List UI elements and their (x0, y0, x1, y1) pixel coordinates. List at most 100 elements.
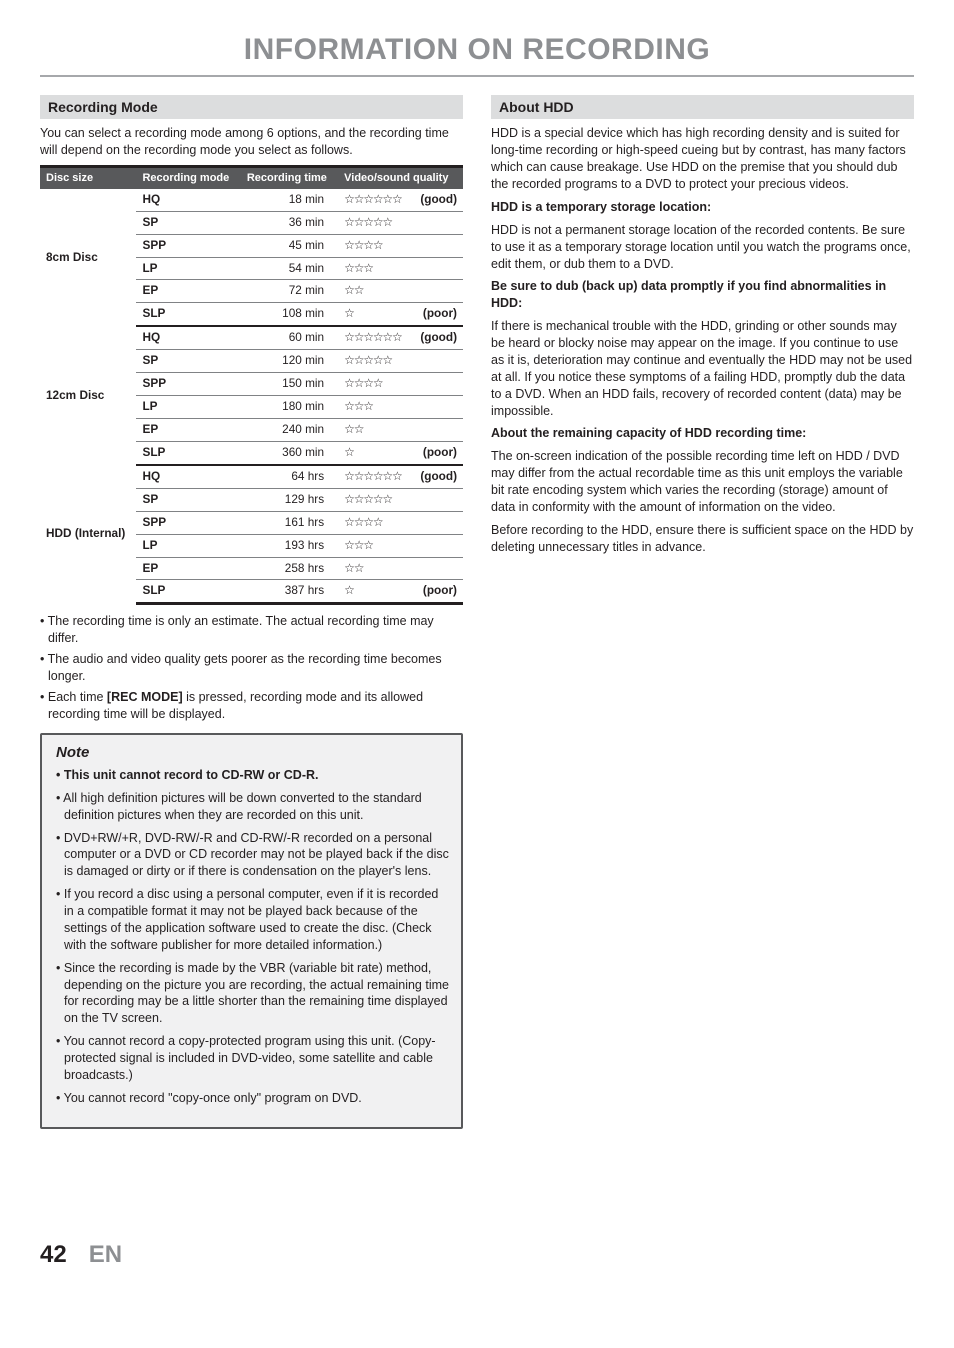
time-cell: 72 min (241, 280, 338, 303)
hdd-para-2: HDD is not a permanent storage location … (491, 222, 914, 273)
note-title: Note (56, 743, 449, 763)
quality-stars: ☆☆☆☆☆ (338, 211, 411, 234)
time-cell: 120 min (241, 350, 338, 373)
quality-stars: ☆☆☆ (338, 396, 411, 419)
page-number: 42 (40, 1239, 67, 1271)
time-cell: 387 hrs (241, 580, 338, 604)
time-cell: 150 min (241, 373, 338, 396)
th-quality: Video/sound quality (338, 167, 463, 189)
quality-label: (good) (412, 189, 463, 211)
quality-label (412, 488, 463, 511)
time-cell: 45 min (241, 234, 338, 257)
disc-size-cell: HDD (Internal) (40, 465, 136, 604)
quality-label (412, 511, 463, 534)
note-bullet-2: All high definition pictures will be dow… (56, 790, 449, 824)
mode-cell: SLP (136, 303, 240, 326)
intro-paragraph: You can select a recording mode among 6 … (40, 125, 463, 159)
time-cell: 36 min (241, 211, 338, 234)
hdd-para-5: Before recording to the HDD, ensure ther… (491, 522, 914, 556)
mode-cell: SPP (136, 373, 240, 396)
time-cell: 258 hrs (241, 557, 338, 580)
mode-cell: LP (136, 257, 240, 280)
time-cell: 129 hrs (241, 488, 338, 511)
quality-label (412, 211, 463, 234)
mode-cell: SPP (136, 511, 240, 534)
mode-cell: HQ (136, 189, 240, 211)
mode-cell: SP (136, 350, 240, 373)
mode-cell: LP (136, 534, 240, 557)
th-rec-time: Recording time (241, 167, 338, 189)
time-cell: 108 min (241, 303, 338, 326)
disc-size-cell: 12cm Disc (40, 326, 136, 465)
note-box: Note This unit cannot record to CD-RW or… (40, 733, 463, 1129)
time-cell: 180 min (241, 396, 338, 419)
hdd-sub-1: HDD is a temporary storage location: (491, 199, 914, 216)
hdd-sub-3: About the remaining capacity of HDD reco… (491, 425, 914, 442)
page-title: INFORMATION ON RECORDING (40, 30, 914, 77)
time-cell: 240 min (241, 419, 338, 442)
mode-cell: EP (136, 419, 240, 442)
quality-stars: ☆☆☆ (338, 257, 411, 280)
quality-stars: ☆☆☆☆ (338, 511, 411, 534)
mode-cell: SP (136, 211, 240, 234)
mode-cell: SLP (136, 580, 240, 604)
mode-cell: EP (136, 557, 240, 580)
quality-stars: ☆☆☆☆☆ (338, 488, 411, 511)
time-cell: 54 min (241, 257, 338, 280)
quality-label: (poor) (412, 441, 463, 464)
time-cell: 161 hrs (241, 511, 338, 534)
quality-label (412, 419, 463, 442)
bullet-2: The audio and video quality gets poorer … (40, 651, 463, 685)
disc-size-cell: 8cm Disc (40, 189, 136, 327)
after-table-bullets: The recording time is only an estimate. … (40, 613, 463, 722)
left-column: Recording Mode You can select a recordin… (40, 95, 463, 1129)
quality-stars: ☆ (338, 303, 411, 326)
quality-stars: ☆☆☆ (338, 534, 411, 557)
quality-label (412, 396, 463, 419)
quality-label (412, 257, 463, 280)
quality-label (412, 557, 463, 580)
th-rec-mode: Recording mode (136, 167, 240, 189)
quality-label: (poor) (412, 580, 463, 604)
note-bullet-4: If you record a disc using a personal co… (56, 886, 449, 954)
page-language: EN (89, 1239, 122, 1271)
quality-label: (good) (412, 465, 463, 488)
bullet-3: Each time [REC MODE] is pressed, recordi… (40, 689, 463, 723)
quality-stars: ☆☆☆☆☆☆ (338, 326, 411, 349)
quality-stars: ☆☆ (338, 557, 411, 580)
mode-cell: EP (136, 280, 240, 303)
note-bullets: This unit cannot record to CD-RW or CD-R… (56, 767, 449, 1107)
quality-label (412, 280, 463, 303)
quality-stars: ☆☆☆☆ (338, 234, 411, 257)
bullet-1: The recording time is only an estimate. … (40, 613, 463, 647)
quality-stars: ☆ (338, 580, 411, 604)
time-cell: 360 min (241, 441, 338, 464)
note-bullet-6: You cannot record a copy-protected progr… (56, 1033, 449, 1084)
mode-cell: HQ (136, 326, 240, 349)
page-footer: 42 EN (40, 1239, 914, 1271)
quality-stars: ☆☆☆☆ (338, 373, 411, 396)
mode-cell: LP (136, 396, 240, 419)
quality-label: (poor) (412, 303, 463, 326)
quality-stars: ☆☆☆☆☆☆ (338, 465, 411, 488)
time-cell: 64 hrs (241, 465, 338, 488)
time-cell: 60 min (241, 326, 338, 349)
hdd-para-4: The on-screen indication of the possible… (491, 448, 914, 516)
recording-mode-table: Disc size Recording mode Recording time … (40, 165, 463, 605)
quality-label (412, 350, 463, 373)
quality-stars: ☆☆☆☆☆ (338, 350, 411, 373)
time-cell: 18 min (241, 189, 338, 211)
th-disc-size: Disc size (40, 167, 136, 189)
hdd-para-3: If there is mechanical trouble with the … (491, 318, 914, 419)
quality-stars: ☆☆ (338, 419, 411, 442)
quality-stars: ☆☆☆☆☆☆ (338, 189, 411, 211)
quality-stars: ☆ (338, 441, 411, 464)
heading-recording-mode: Recording Mode (40, 95, 463, 120)
mode-cell: SP (136, 488, 240, 511)
content-columns: Recording Mode You can select a recordin… (40, 95, 914, 1129)
time-cell: 193 hrs (241, 534, 338, 557)
hdd-sub-2: Be sure to dub (back up) data promptly i… (491, 278, 914, 312)
note-bullet-1: This unit cannot record to CD-RW or CD-R… (56, 767, 449, 784)
mode-cell: SPP (136, 234, 240, 257)
note-bullet-3: DVD+RW/+R, DVD-RW/-R and CD-RW/-R record… (56, 830, 449, 881)
